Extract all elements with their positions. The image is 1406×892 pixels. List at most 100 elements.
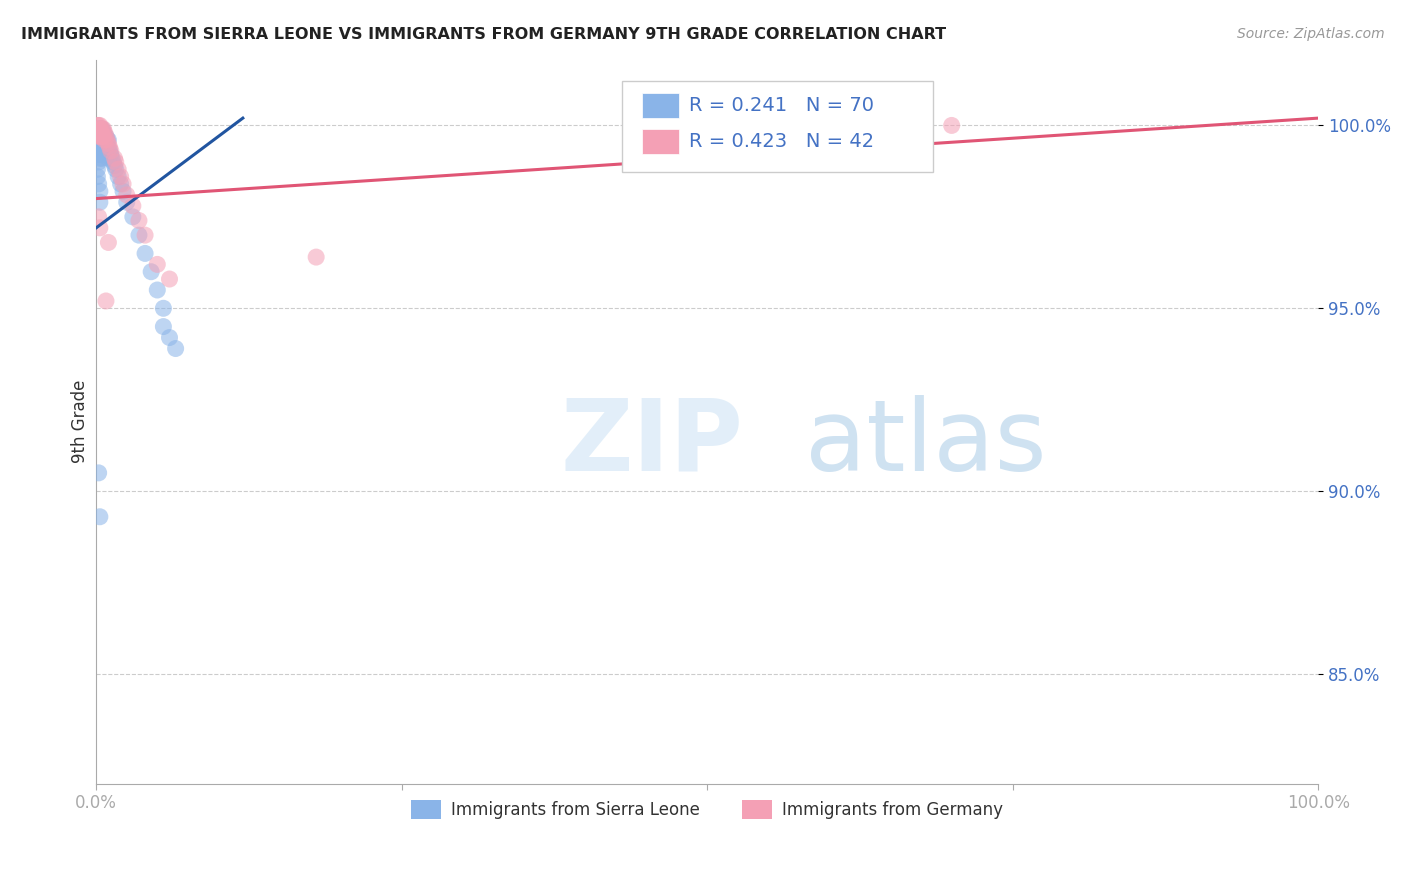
Point [89, 136, 111, 151]
Text: atlas: atlas [806, 395, 1046, 491]
Point [86, 126, 108, 140]
Bar [643, 93, 679, 118]
Point [115, 195, 138, 210]
Point [110, 177, 132, 191]
Point [98, 144, 121, 158]
Point [103, 152, 125, 166]
Point [86, 169, 108, 184]
Point [86, 129, 108, 144]
Point [93, 129, 115, 144]
Point [128, 228, 150, 243]
Point [86, 136, 108, 151]
FancyBboxPatch shape [621, 81, 934, 172]
Point [87, 133, 110, 147]
Point [93, 133, 115, 147]
Y-axis label: 9th Grade: 9th Grade [72, 380, 89, 463]
Point [97, 140, 120, 154]
Point [86, 119, 108, 133]
Point [112, 177, 135, 191]
Point [100, 144, 122, 158]
Point [91, 122, 114, 136]
Point [305, 250, 328, 264]
Point [90, 126, 112, 140]
Point [93, 144, 115, 158]
Point [91, 144, 114, 158]
Point [86, 126, 108, 140]
Point [165, 342, 187, 356]
Point [91, 136, 114, 151]
Point [91, 129, 114, 144]
Point [115, 188, 138, 202]
Point [152, 319, 174, 334]
Text: ZIP: ZIP [561, 395, 744, 491]
Point [941, 119, 963, 133]
Point [89, 129, 111, 144]
Point [93, 136, 115, 151]
Point [90, 129, 112, 144]
Point [87, 155, 110, 169]
Point [89, 122, 111, 136]
Point [89, 126, 111, 140]
Point [89, 129, 111, 144]
Point [90, 133, 112, 147]
Point [104, 162, 127, 177]
Point [94, 129, 117, 144]
Point [104, 155, 127, 169]
Point [146, 257, 169, 271]
Point [89, 195, 111, 210]
Point [89, 220, 111, 235]
Point [89, 152, 111, 166]
Point [91, 129, 114, 144]
Point [101, 152, 124, 166]
Point [94, 129, 117, 144]
Point [87, 122, 110, 136]
Point [94, 136, 117, 151]
Point [128, 213, 150, 227]
Point [87, 210, 110, 224]
Point [86, 122, 108, 136]
Point [87, 119, 110, 133]
Point [89, 184, 111, 198]
Point [107, 169, 129, 184]
Point [146, 283, 169, 297]
Point [89, 119, 111, 133]
Point [86, 162, 108, 177]
Text: IMMIGRANTS FROM SIERRA LEONE VS IMMIGRANTS FROM GERMANY 9TH GRADE CORRELATION CH: IMMIGRANTS FROM SIERRA LEONE VS IMMIGRAN… [21, 27, 946, 42]
Point [87, 177, 110, 191]
Point [97, 152, 120, 166]
Point [96, 133, 118, 147]
Point [87, 129, 110, 144]
Point [98, 140, 121, 154]
Point [134, 246, 156, 260]
Point [91, 152, 114, 166]
Point [121, 199, 143, 213]
Point [110, 169, 132, 184]
Point [87, 126, 110, 140]
Point [86, 122, 108, 136]
Point [90, 122, 112, 136]
Point [93, 126, 115, 140]
Point [121, 210, 143, 224]
Point [97, 133, 120, 147]
Point [96, 133, 118, 147]
Point [159, 330, 181, 344]
Point [89, 509, 111, 524]
Point [94, 147, 117, 161]
Point [89, 126, 111, 140]
Point [89, 144, 111, 158]
Point [86, 133, 108, 147]
Point [90, 126, 112, 140]
Point [90, 140, 112, 154]
Point [91, 122, 114, 136]
Point [86, 144, 108, 158]
Text: Source: ZipAtlas.com: Source: ZipAtlas.com [1237, 27, 1385, 41]
Point [97, 136, 120, 151]
Point [90, 122, 112, 136]
Point [87, 129, 110, 144]
Point [93, 122, 115, 136]
Point [159, 272, 181, 286]
Point [103, 155, 125, 169]
Point [93, 126, 115, 140]
Point [93, 140, 115, 154]
Point [107, 162, 129, 177]
